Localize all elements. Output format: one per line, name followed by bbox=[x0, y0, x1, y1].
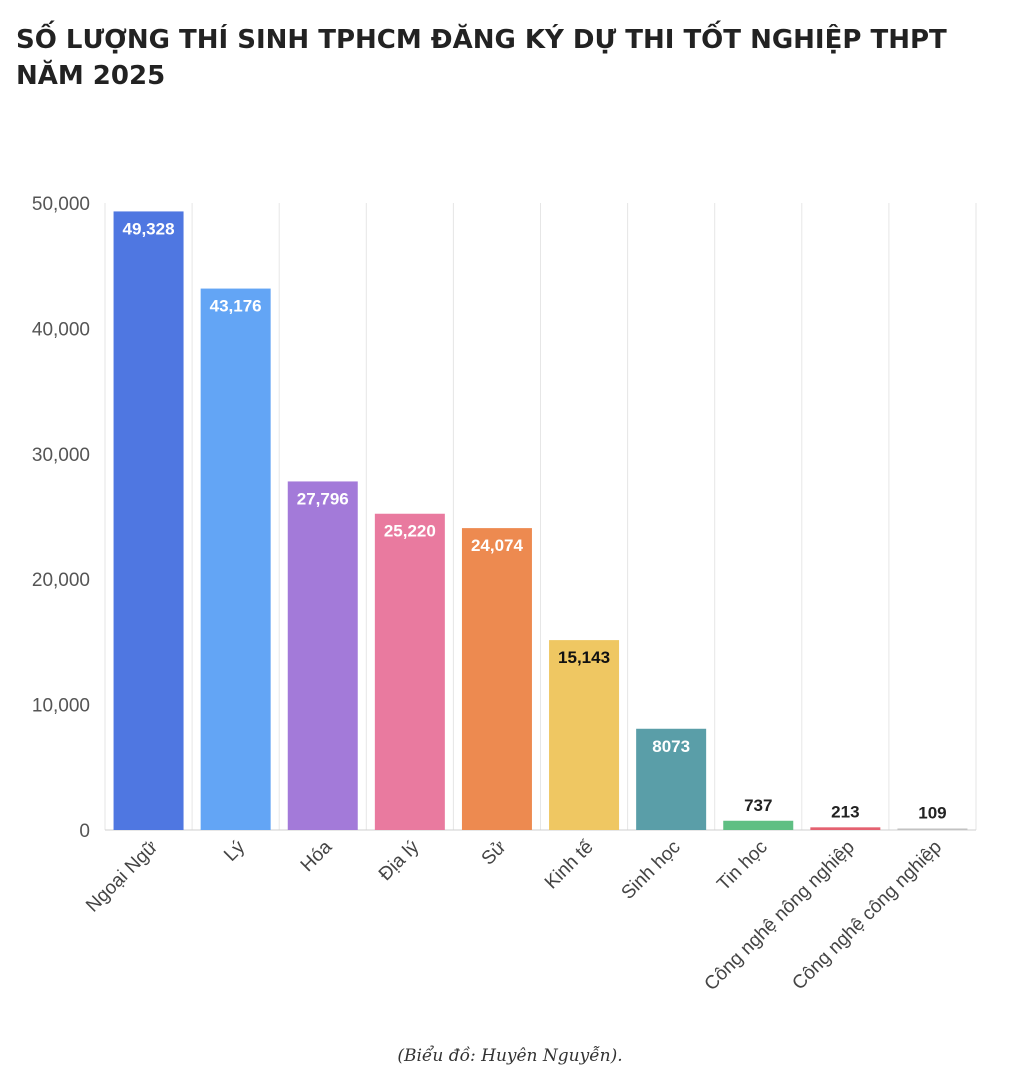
x-tick-label: Hóa bbox=[297, 836, 337, 876]
bar bbox=[287, 481, 358, 830]
y-tick-label: 20,000 bbox=[32, 570, 90, 591]
data-label: 737 bbox=[744, 796, 772, 815]
data-label: 213 bbox=[831, 802, 859, 821]
x-tick-label: Công nghệ nông nghiệp bbox=[701, 837, 859, 995]
data-label: 27,796 bbox=[297, 489, 349, 508]
data-label: 24,074 bbox=[471, 536, 524, 555]
y-axis: 0 10,000 20,000 30,000 40,000 50,000 bbox=[32, 194, 90, 842]
y-tick-label: 0 bbox=[79, 821, 90, 842]
x-axis: Ngoại Ngữ Lý Hóa Địa lý Sử Kinh tế Sinh học Tin… bbox=[82, 836, 946, 995]
data-label: 8073 bbox=[652, 737, 690, 756]
x-tick-label: Sinh học bbox=[618, 837, 685, 904]
chart-caption: (Biểu đồ: Huyên Nguyễn). bbox=[397, 1046, 623, 1066]
y-tick-label: 10,000 bbox=[32, 696, 90, 717]
data-label: 43,176 bbox=[210, 297, 262, 316]
value-labels: 49,328 43,176 27,796 25,220 24,074 15,143 8073… bbox=[123, 219, 947, 822]
bar bbox=[113, 211, 184, 830]
bar bbox=[200, 288, 271, 830]
chart-title: SỐ LƯỢNG THÍ SINH TPHCM ĐĂNG KÝ DỰ THI T… bbox=[16, 25, 947, 91]
x-tick-label: Lý bbox=[220, 836, 249, 865]
data-label: 25,220 bbox=[384, 522, 436, 541]
y-tick-label: 40,000 bbox=[32, 319, 90, 340]
bar bbox=[810, 827, 881, 830]
data-label: 49,328 bbox=[123, 219, 175, 238]
grid-lines bbox=[104, 203, 977, 831]
x-tick-label: Kinh tế bbox=[541, 836, 598, 893]
x-tick-label: Ngoại Ngữ bbox=[82, 836, 162, 916]
bar bbox=[723, 820, 794, 830]
bars bbox=[113, 211, 968, 830]
y-tick-label: 30,000 bbox=[32, 445, 90, 466]
x-tick-label: Địa lý bbox=[375, 836, 424, 885]
y-tick-label: 50,000 bbox=[32, 194, 90, 215]
data-label: 109 bbox=[918, 804, 946, 823]
bar bbox=[636, 728, 707, 830]
bar bbox=[549, 640, 620, 830]
bar bbox=[897, 828, 968, 830]
x-tick-label: Tin học bbox=[713, 837, 771, 895]
data-label: 15,143 bbox=[558, 648, 610, 667]
bar bbox=[374, 513, 445, 830]
bar bbox=[461, 528, 532, 830]
x-tick-label: Công nghệ công nghiệp bbox=[788, 837, 946, 995]
x-tick-label: Sử bbox=[478, 836, 511, 869]
